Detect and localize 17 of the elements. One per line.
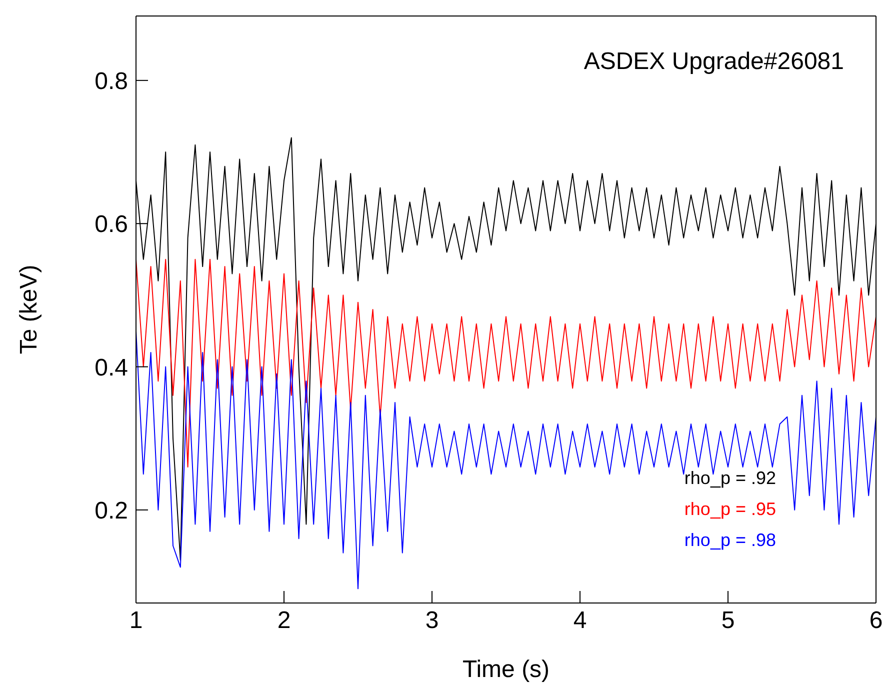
x-tick-label: 5: [721, 607, 735, 634]
y-tick-label: 0.8: [94, 68, 128, 95]
series-label: rho_p = .98: [684, 529, 776, 552]
text: rho_p = .92: [684, 467, 776, 490]
x-tick-label: 1: [129, 607, 143, 634]
text: rho_p = .95: [684, 498, 776, 521]
y-tick-label: 0.6: [94, 211, 128, 238]
y-axis-title: Te (keV): [16, 264, 43, 354]
x-tick-label: 4: [573, 607, 587, 634]
y-tick-label: 0.2: [94, 497, 128, 524]
x-tick-label: 2: [277, 607, 291, 634]
x-tick-label: 3: [425, 607, 439, 634]
line-series: [136, 258, 876, 468]
x-axis-title: Time (s): [462, 656, 550, 683]
text: ASDEX Upgrade#26081: [584, 48, 844, 76]
x-tick-label: 6: [869, 607, 883, 634]
y-tick-label: 0.4: [94, 354, 128, 382]
